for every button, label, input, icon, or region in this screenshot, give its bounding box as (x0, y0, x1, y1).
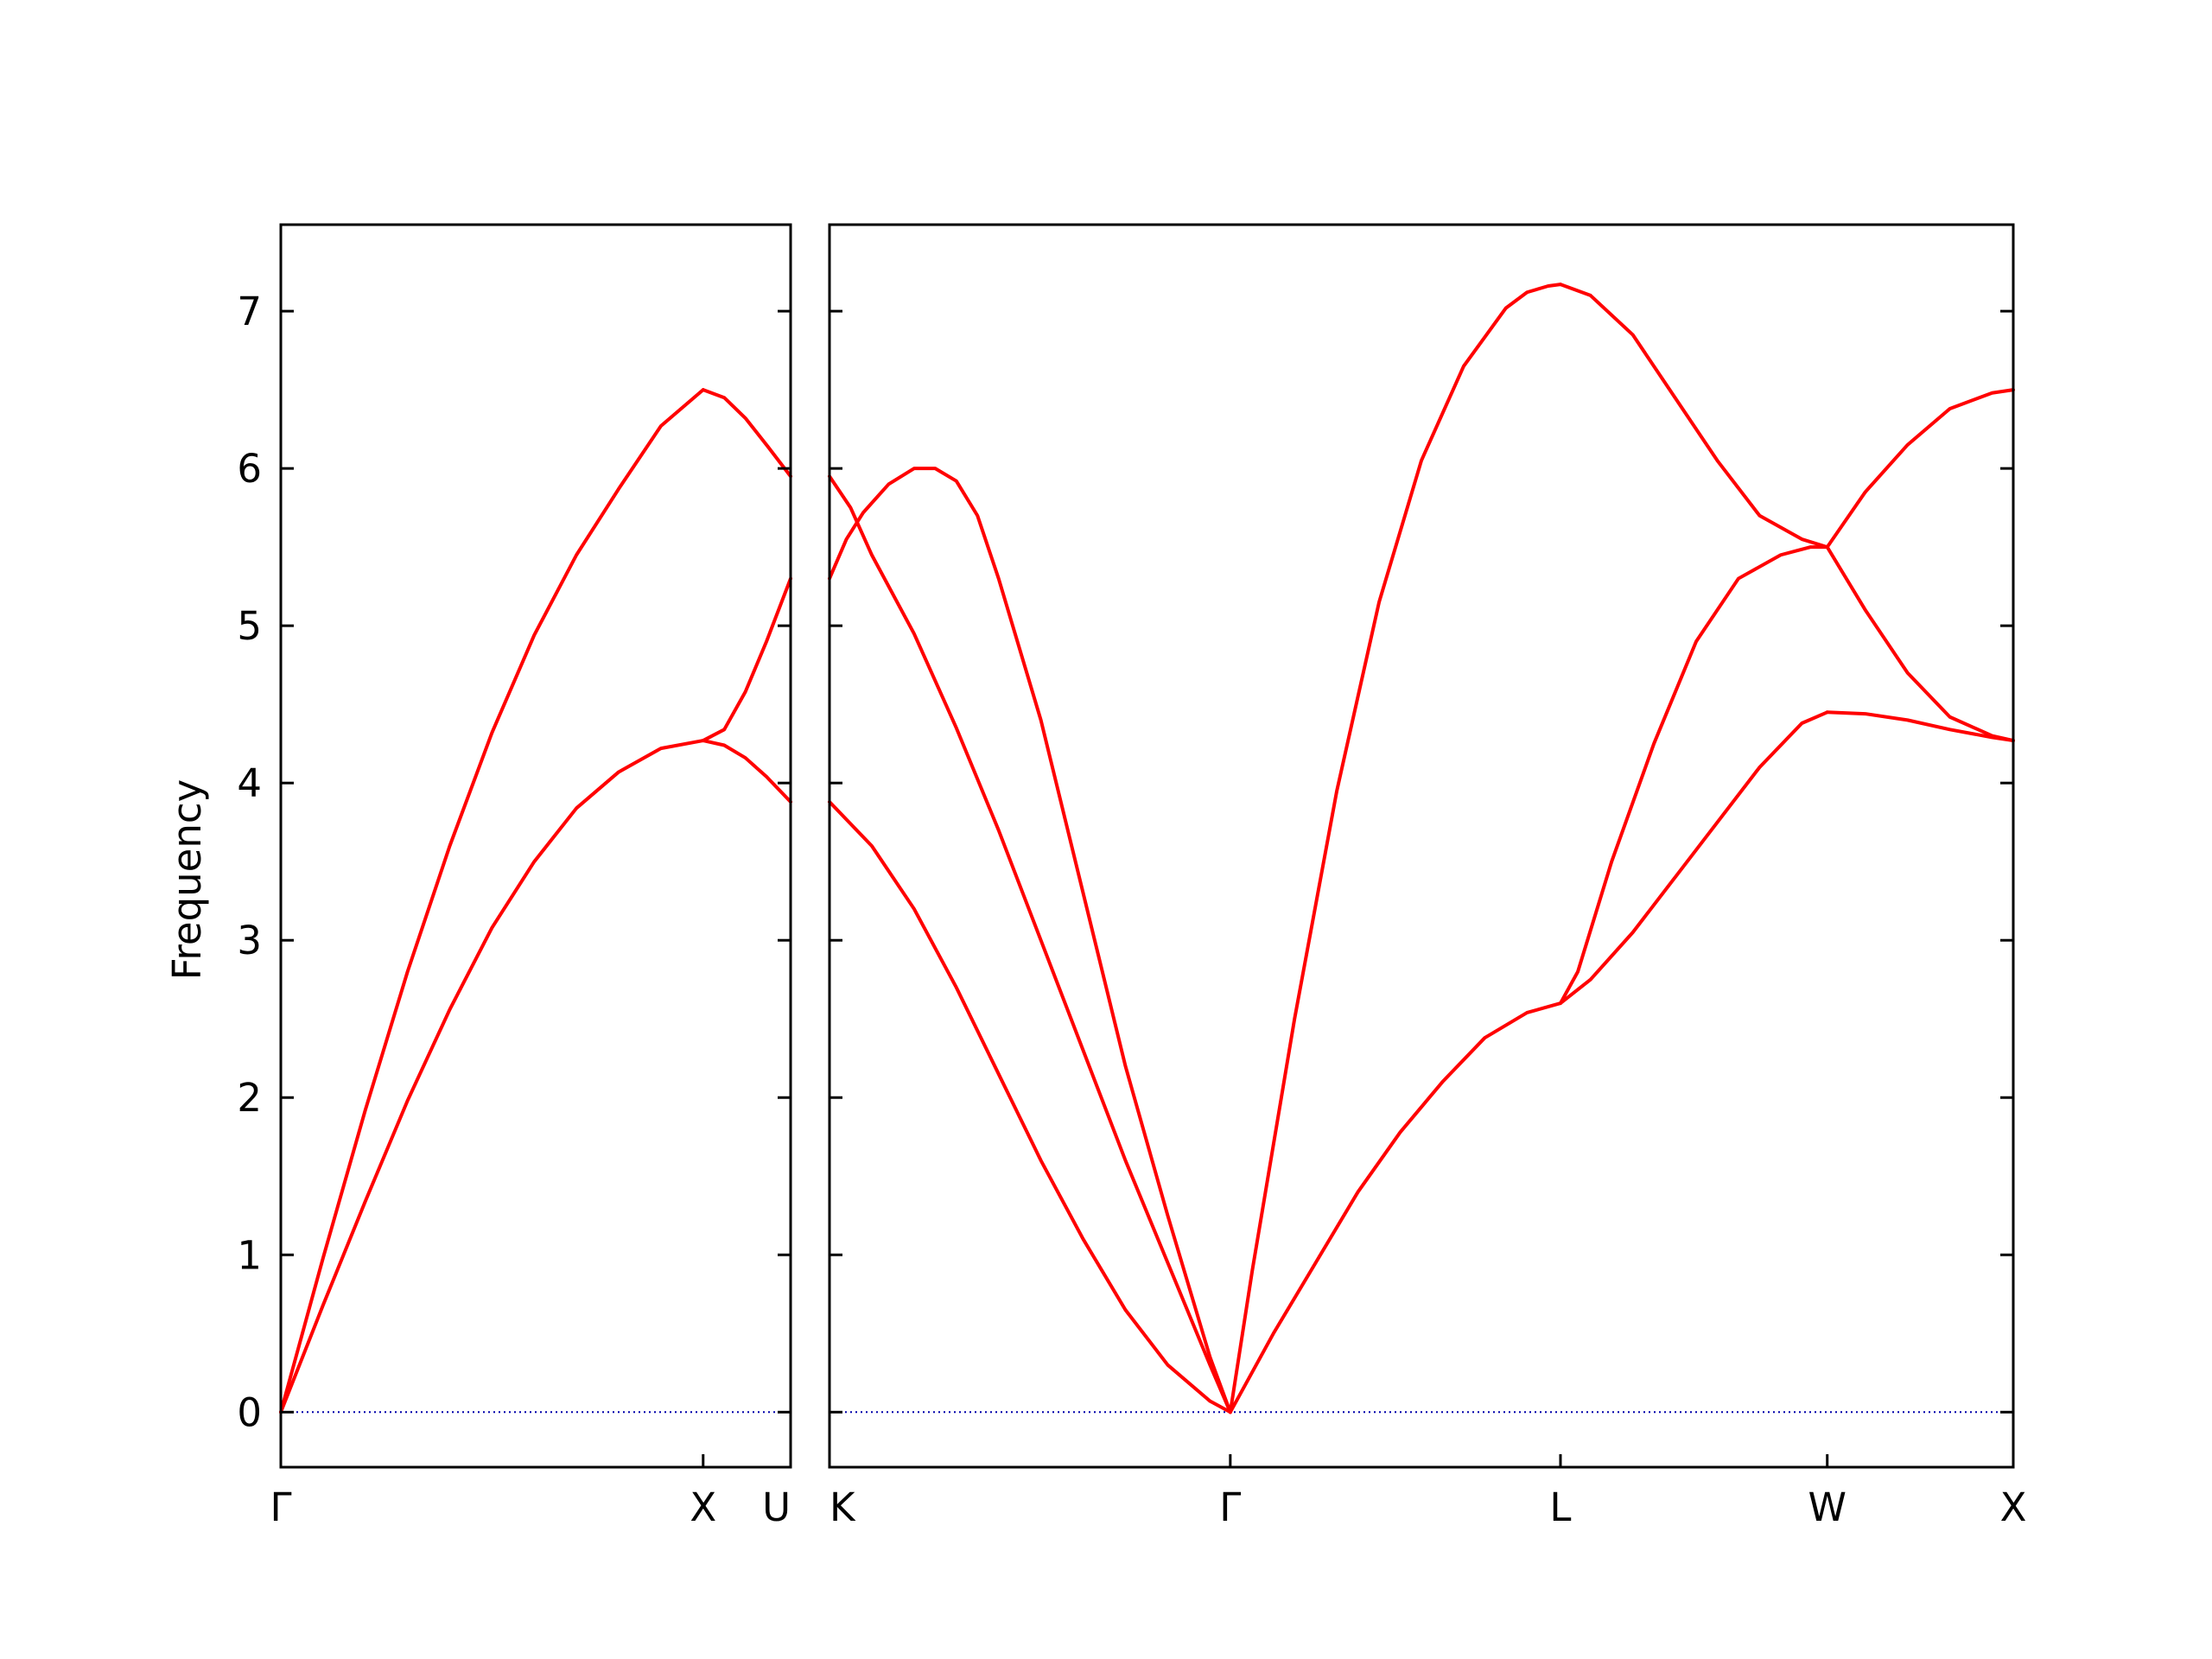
band-line-0-4 (701, 739, 792, 804)
y-tick-label: 5 (237, 603, 262, 649)
band-line-0-3 (701, 576, 792, 743)
x-tick-label: K (830, 1484, 856, 1530)
band-line-1-0 (828, 467, 1232, 1414)
band-line-1-1 (828, 474, 1232, 1414)
x-tick-label: U (762, 1484, 791, 1530)
y-tick-label: 2 (237, 1075, 262, 1121)
y-tick-label: 6 (237, 446, 262, 492)
band-line-0-0 (279, 388, 705, 1414)
band-line-1-5 (1228, 1001, 1562, 1414)
band-line-1-9 (1825, 545, 2015, 743)
y-tick-label: 3 (237, 918, 262, 963)
band-line-1-7 (1558, 710, 1829, 1006)
band-line-1-6 (1558, 545, 1829, 1006)
y-tick-label: 0 (237, 1389, 262, 1435)
x-tick-label: L (1549, 1484, 1571, 1530)
plot-frame (828, 223, 2015, 1469)
y-axis-label: Frequency (164, 779, 210, 980)
x-tick-label: X (2000, 1484, 2027, 1530)
band-line-0-2 (279, 739, 705, 1414)
y-tick-label: 4 (237, 760, 262, 806)
band-line-1-2 (828, 800, 1232, 1414)
band-line-1-10 (1825, 710, 2015, 743)
plot-frame (279, 223, 792, 1469)
panel-gamma-x-u: 0 1 2 3 4 5 6 7 Γ X U (237, 223, 792, 1530)
x-tick-label: X (690, 1484, 716, 1530)
x-tick-label: Γ (1219, 1484, 1241, 1530)
x-tick-label: W (1808, 1484, 1847, 1530)
x-tick-label: Γ (270, 1484, 291, 1530)
band-line-1-4 (1558, 283, 1829, 550)
y-tick-label: 1 (237, 1232, 262, 1278)
band-line-0-1 (701, 388, 792, 479)
band-line-1-8 (1825, 388, 2015, 550)
y-tick-label: 7 (237, 289, 262, 334)
band-line-1-3 (1228, 283, 1562, 1414)
